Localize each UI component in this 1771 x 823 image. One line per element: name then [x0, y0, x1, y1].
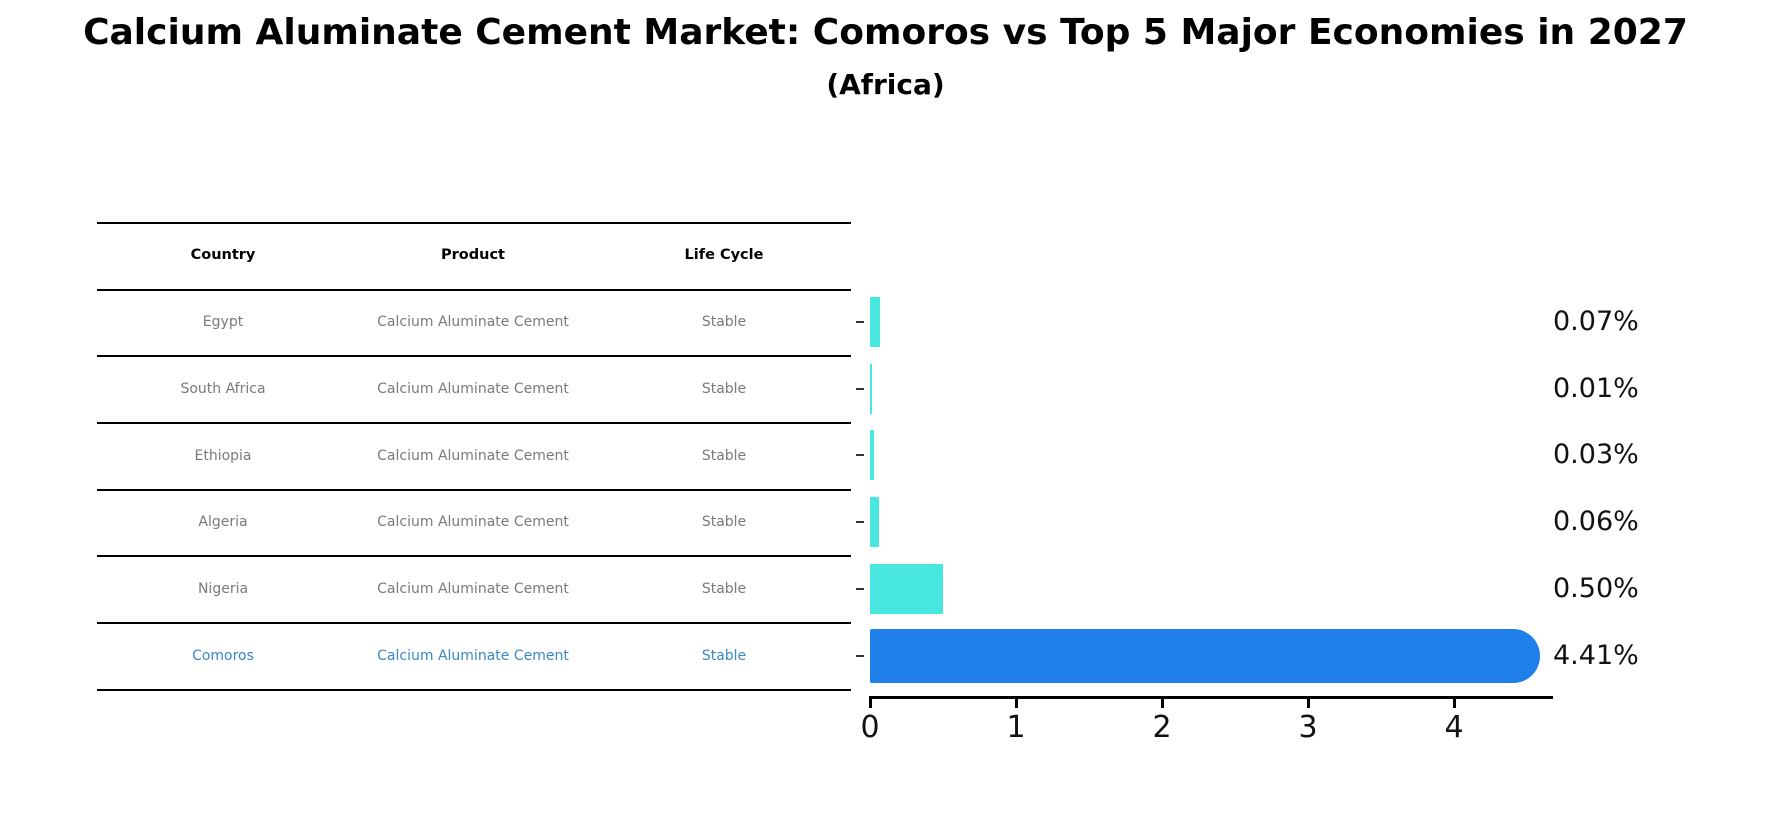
cell-country: Algeria [198, 514, 248, 531]
bar-ethiopia [870, 430, 875, 481]
y-axis-tick [856, 587, 864, 590]
cell-country: Egypt [202, 314, 244, 331]
value-label-egypt: 0.07% [1553, 306, 1639, 338]
y-axis-tick [856, 321, 864, 324]
cell-product: Calcium Aluminate Cement [377, 647, 569, 664]
cell-country: Ethiopia [194, 447, 252, 464]
y-axis-tick [856, 521, 864, 524]
y-axis-tick [856, 387, 864, 390]
y-axis-tick [856, 654, 864, 657]
x-tick-3 [1307, 696, 1310, 708]
x-axis-line [870, 696, 1553, 699]
table-row-ethiopia: Ethiopia Calcium Aluminate Cement Stable [97, 424, 851, 491]
cell-life-cycle: Stable [701, 381, 747, 398]
cell-product: Calcium Aluminate Cement [377, 381, 569, 398]
chart-subtitle: (Africa) [826, 68, 945, 101]
x-tick-0 [869, 696, 872, 708]
cell-country: Comoros [192, 647, 254, 664]
y-axis-tick [856, 454, 864, 457]
value-label-comoros: 4.41% [1553, 639, 1639, 671]
bar-algeria [870, 497, 879, 548]
table-row-comoros: Comoros Calcium Aluminate Cement Stable [97, 624, 851, 691]
table-row-algeria: Algeria Calcium Aluminate Cement Stable [97, 491, 851, 558]
x-tick-2 [1161, 696, 1164, 708]
cell-life-cycle: Stable [701, 581, 747, 598]
value-label-south-africa: 0.01% [1553, 372, 1639, 404]
bar-egypt [870, 297, 881, 348]
table-row-south-africa: South Africa Calcium Aluminate Cement Stab… [97, 357, 851, 425]
column-header-life-cycle: Life Cycle [684, 247, 764, 264]
cell-life-cycle: Stable [701, 647, 747, 664]
cell-product: Calcium Aluminate Cement [377, 514, 569, 531]
bar-comoros [870, 628, 1540, 683]
cell-life-cycle: Stable [701, 514, 747, 531]
value-label-nigeria: 0.50% [1553, 572, 1639, 604]
cell-life-cycle: Stable [701, 447, 747, 464]
chart-title: Calcium Aluminate Cement Market: Comoros… [83, 12, 1688, 53]
table-header-row: Country Product Life Cycle [97, 224, 851, 291]
value-label-ethiopia: 0.03% [1553, 439, 1639, 471]
bar-nigeria [870, 563, 943, 614]
bar-south-africa [870, 363, 872, 414]
x-tick-label-3: 3 [1298, 710, 1318, 745]
cell-country: Nigeria [197, 581, 249, 598]
cell-product: Calcium Aluminate Cement [377, 447, 569, 464]
cell-country: South Africa [180, 381, 266, 398]
cell-product: Calcium Aluminate Cement [377, 314, 569, 331]
column-header-product: Product [441, 247, 505, 264]
column-header-country: Country [190, 247, 256, 264]
value-label-algeria: 0.06% [1553, 506, 1639, 538]
x-tick-label-1: 1 [1006, 710, 1026, 745]
table-row-egypt: Egypt Calcium Aluminate Cement Stable [97, 291, 851, 358]
x-tick-label-4: 4 [1444, 710, 1464, 745]
cell-life-cycle: Stable [701, 314, 747, 331]
x-tick-label-2: 2 [1152, 710, 1172, 745]
x-tick-4 [1453, 696, 1456, 708]
x-tick-1 [1015, 696, 1018, 708]
x-tick-label-0: 0 [860, 710, 880, 745]
cell-product: Calcium Aluminate Cement [377, 581, 569, 598]
country-table: Country Product Life Cycle Egypt Calcium Alu… [97, 222, 851, 691]
table-row-nigeria: Nigeria Calcium Aluminate Cement Stable [97, 557, 851, 625]
